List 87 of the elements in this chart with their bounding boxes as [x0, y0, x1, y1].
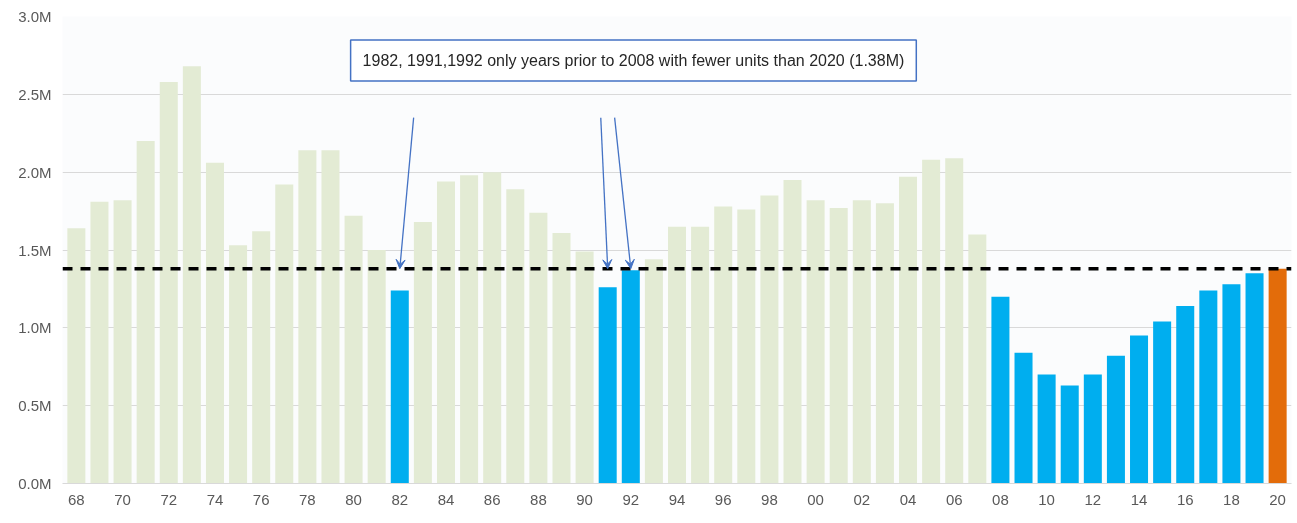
x-tick-label: 70 [114, 490, 131, 508]
x-tick-label: 08 [992, 490, 1009, 508]
bar [875, 203, 894, 484]
bar [90, 201, 109, 484]
x-tick-label: 14 [1130, 490, 1148, 508]
bar [136, 141, 155, 484]
bar [760, 195, 779, 484]
x-tick-label: 00 [807, 490, 824, 508]
bar [1199, 290, 1218, 484]
bar [367, 250, 386, 484]
bar [1060, 385, 1079, 484]
x-tick-label: 74 [206, 490, 224, 508]
bar [945, 158, 964, 484]
x-tick-label: 90 [576, 490, 593, 508]
y-tick-label: 3.0M [18, 8, 52, 25]
bar [483, 172, 502, 484]
x-tick-label: 10 [1038, 490, 1055, 508]
x-tick-label: 16 [1176, 490, 1194, 508]
bar [298, 150, 317, 484]
x-tick-label: 04 [899, 490, 917, 508]
x-tick-label: 94 [668, 490, 686, 508]
bar [205, 162, 224, 484]
bar [899, 176, 918, 484]
x-tick-label: 68 [68, 490, 85, 508]
bar [1037, 374, 1056, 484]
x-tick-label: 80 [345, 490, 362, 508]
x-tick-label: 18 [1223, 490, 1240, 508]
y-tick-label: 1.5M [18, 241, 52, 259]
x-tick-label: 76 [252, 490, 270, 508]
x-tick-label: 72 [160, 490, 178, 508]
bar [691, 226, 710, 484]
bar [852, 200, 871, 484]
bar [182, 66, 201, 484]
bar [667, 226, 687, 484]
bar [344, 215, 363, 484]
x-tick-label: 82 [391, 490, 409, 508]
bar [113, 200, 132, 484]
y-tick-label: 0.5M [18, 397, 52, 415]
bar [575, 251, 594, 484]
x-tick-label: 86 [483, 490, 501, 508]
bar [1222, 284, 1241, 484]
bar [1245, 273, 1264, 484]
bar [390, 290, 409, 484]
bar [321, 150, 340, 484]
x-tick-label: 20 [1269, 490, 1286, 508]
bar [1130, 335, 1149, 484]
bar [1014, 352, 1033, 484]
bar [783, 179, 802, 484]
bar [991, 296, 1010, 484]
bar [1083, 374, 1102, 484]
bar [1106, 355, 1125, 484]
bar [829, 207, 848, 484]
x-tick-label: 96 [714, 490, 732, 508]
bar [252, 231, 271, 484]
y-tick-label: 1.0M [18, 319, 52, 337]
bar [922, 159, 941, 484]
x-tick-label: 02 [853, 490, 871, 508]
y-tick-label: 0.0M [18, 475, 52, 492]
bar [413, 221, 432, 484]
bar [598, 287, 617, 484]
x-tick-label: 78 [299, 490, 316, 508]
x-tick-label: 88 [530, 490, 547, 508]
bar [229, 245, 248, 484]
y-tick-label: 2.5M [18, 85, 52, 103]
bar [1176, 306, 1195, 484]
bar [67, 228, 86, 484]
x-tick-label: 06 [945, 490, 963, 508]
bar [806, 200, 825, 484]
bar [1268, 268, 1287, 484]
bar [529, 212, 548, 484]
bar [275, 184, 294, 484]
bar [552, 232, 571, 484]
x-tick-label: 12 [1084, 490, 1102, 508]
bar [714, 206, 733, 484]
bar [436, 181, 455, 484]
bar [644, 259, 663, 484]
bar [1153, 321, 1172, 484]
y-tick-label: 2.0M [18, 163, 52, 181]
x-tick-label: 92 [622, 490, 640, 508]
bar [737, 209, 756, 484]
x-tick-label: 84 [437, 490, 455, 508]
bar [506, 189, 525, 484]
bar [460, 175, 479, 484]
annotation: 1982, 1991,1992 only years prior to 2008 with fewer units than 2020 (1.38M) [362, 52, 905, 69]
bar [159, 81, 178, 484]
x-tick-label: 98 [761, 490, 778, 508]
bar [968, 234, 987, 484]
